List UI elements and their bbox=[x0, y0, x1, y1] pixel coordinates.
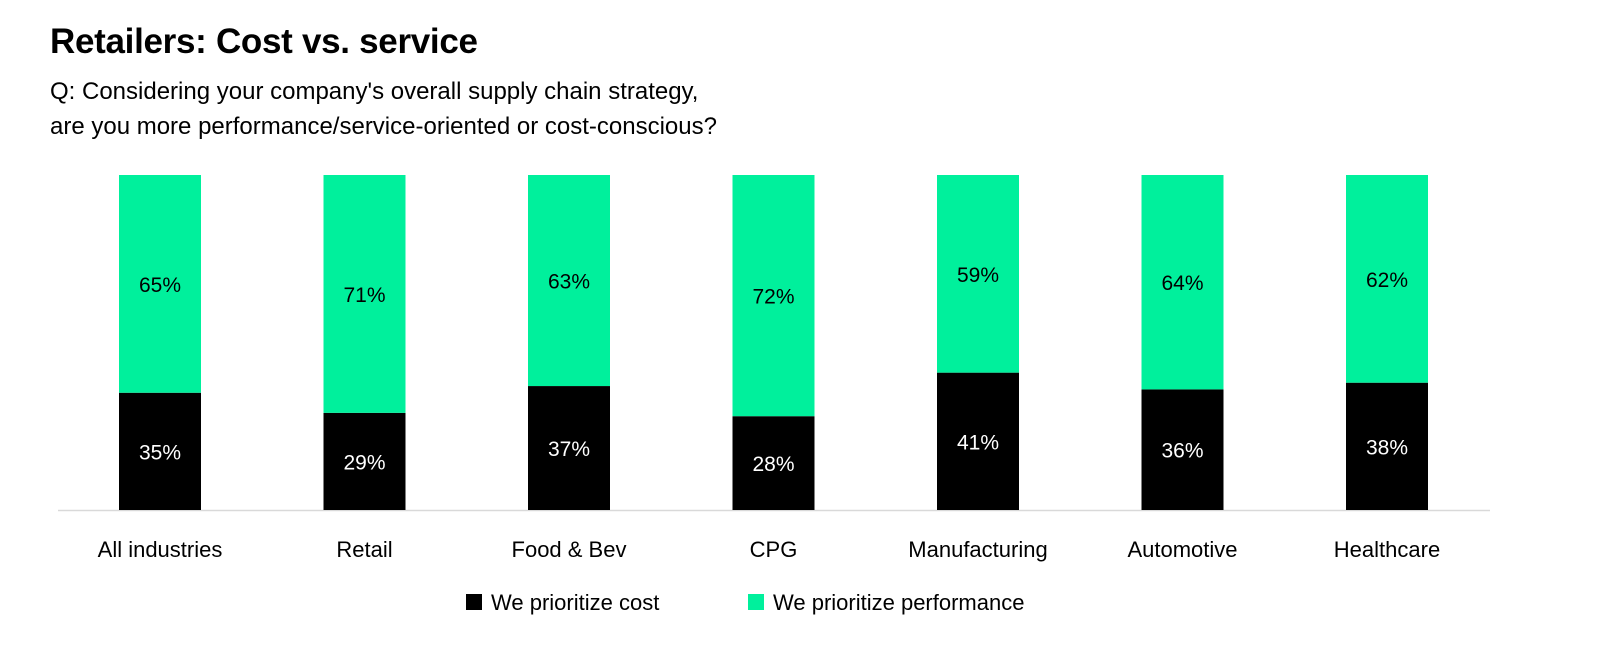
data-label: 35% bbox=[139, 441, 181, 464]
chart-title: Retailers: Cost vs. service bbox=[50, 22, 478, 61]
chart-subtitle-line-2: are you more performance/service-oriente… bbox=[50, 113, 717, 140]
data-label: 65% bbox=[139, 274, 181, 297]
bar-segment-performance bbox=[732, 175, 815, 417]
chart-subtitle-line-1: Q: Considering your company's overall su… bbox=[50, 78, 699, 105]
x-tick-label: Food & Bev bbox=[512, 537, 627, 562]
x-tick-label: Retail bbox=[336, 537, 392, 562]
data-label: 29% bbox=[343, 451, 385, 474]
data-label: 64% bbox=[1161, 272, 1203, 295]
bar-segment-cost bbox=[732, 416, 815, 510]
bar-segment-cost bbox=[937, 372, 1019, 510]
bar-segment-performance bbox=[937, 175, 1019, 373]
data-label: 71% bbox=[343, 284, 385, 307]
bar-segment-performance bbox=[119, 175, 201, 393]
data-label: 59% bbox=[957, 264, 999, 287]
data-label: 62% bbox=[1366, 269, 1408, 292]
bar-segment-cost bbox=[1141, 389, 1224, 510]
bar-segment-cost bbox=[323, 412, 406, 510]
data-label: 38% bbox=[1366, 436, 1408, 459]
bar-segment-performance bbox=[323, 175, 406, 413]
legend-swatch bbox=[748, 594, 764, 610]
legend-label: We prioritize cost bbox=[491, 590, 659, 615]
x-tick-label: Healthcare bbox=[1334, 537, 1440, 562]
data-label: 41% bbox=[957, 431, 999, 454]
x-tick-label: Manufacturing bbox=[908, 537, 1047, 562]
data-label: 72% bbox=[752, 286, 794, 309]
legend-swatch bbox=[466, 594, 482, 610]
bar-segment-performance bbox=[1141, 175, 1224, 390]
bar-segment-cost bbox=[528, 386, 610, 510]
x-tick-label: CPG bbox=[750, 537, 798, 562]
bar-segment-performance bbox=[1346, 175, 1428, 383]
data-label: 28% bbox=[752, 453, 794, 476]
data-label: 37% bbox=[548, 438, 590, 461]
bar-segment-performance bbox=[528, 175, 610, 387]
data-label: 36% bbox=[1161, 440, 1203, 463]
data-label: 63% bbox=[548, 271, 590, 294]
bar-segment-cost bbox=[1346, 382, 1428, 510]
bar-segment-cost bbox=[119, 392, 201, 510]
x-tick-label: All industries bbox=[98, 537, 223, 562]
x-tick-label: Automotive bbox=[1127, 537, 1237, 562]
legend-label: We prioritize performance bbox=[773, 590, 1024, 615]
